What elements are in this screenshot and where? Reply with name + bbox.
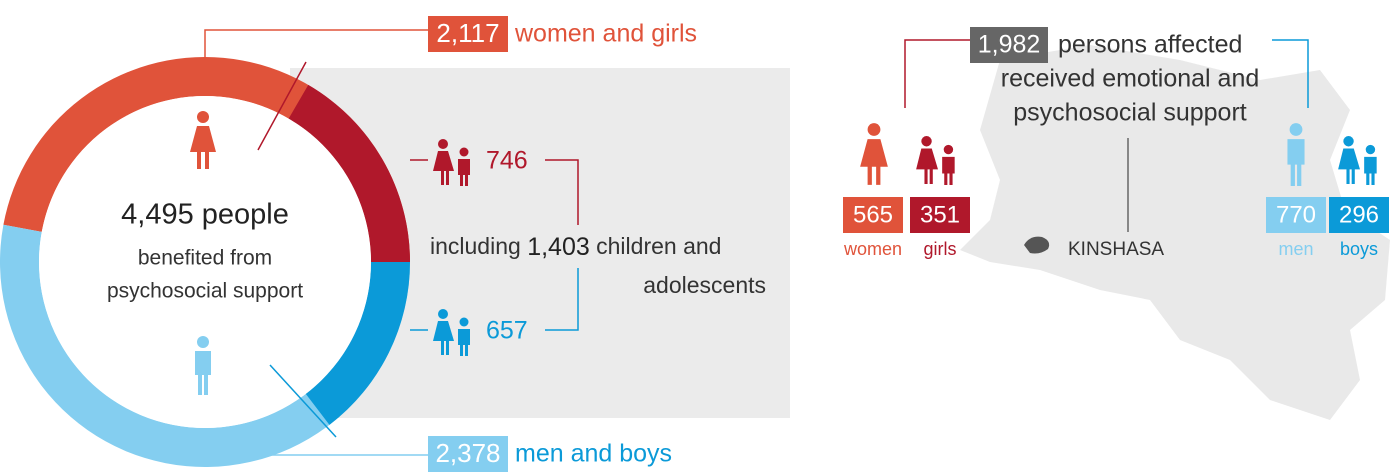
girls-count: 746 — [486, 147, 528, 175]
total: 4,495 people — [121, 199, 289, 231]
support-text: received emotional and — [1001, 65, 1260, 93]
group-box — [1329, 197, 1389, 233]
ring-hole — [39, 96, 371, 428]
children-line: adolescents — [643, 272, 766, 298]
boys-count: 657 — [486, 317, 528, 345]
group-box — [910, 197, 970, 233]
group-count: 770 — [1276, 201, 1316, 228]
group-count: 565 — [853, 201, 893, 228]
boys-icon — [1338, 136, 1377, 185]
group-name: girls — [923, 239, 956, 259]
group-count: 351 — [920, 201, 960, 228]
subtitle: benefited from — [138, 247, 272, 270]
bracket — [545, 159, 579, 225]
children-count: 1,403 — [527, 233, 590, 261]
group-count: 296 — [1339, 201, 1379, 228]
women-girls-count: 2,117 — [436, 18, 499, 48]
map — [960, 45, 1390, 420]
women-girls-text: women and girls — [514, 20, 697, 48]
bracket — [1272, 39, 1309, 108]
ring-segment — [305, 262, 410, 425]
children-line: children and — [596, 233, 721, 259]
group-box — [843, 197, 903, 233]
men-boys-count: 2,378 — [435, 438, 500, 468]
label-box — [970, 27, 1048, 63]
location: KINSHASA — [1068, 239, 1164, 260]
location-marker — [1024, 236, 1050, 254]
group-box — [1266, 197, 1326, 233]
connector — [204, 29, 428, 60]
woman-icon — [860, 123, 888, 185]
support-text: persons affected — [1058, 31, 1242, 59]
men-boys-text: men and boys — [515, 440, 672, 468]
label-box — [428, 16, 508, 52]
connector — [204, 440, 428, 456]
prefix: including — [430, 233, 521, 259]
support-count: 1,982 — [978, 31, 1041, 59]
girls-icon — [916, 136, 955, 185]
group-name: women — [843, 239, 902, 259]
support-text: psychosocial support — [1013, 99, 1247, 127]
label-box — [428, 436, 508, 472]
bracket — [904, 39, 970, 108]
divider — [257, 61, 307, 151]
children-text: including 1,403 children and — [430, 233, 721, 261]
group-name: boys — [1340, 239, 1378, 259]
subtitle: psychosocial support — [107, 280, 303, 303]
divider — [269, 364, 337, 438]
groups: 565 women 351 girls 770 men 296 boys — [843, 197, 1389, 259]
bracket — [545, 268, 579, 331]
ring-segment — [288, 84, 410, 263]
group-name: men — [1278, 239, 1313, 259]
